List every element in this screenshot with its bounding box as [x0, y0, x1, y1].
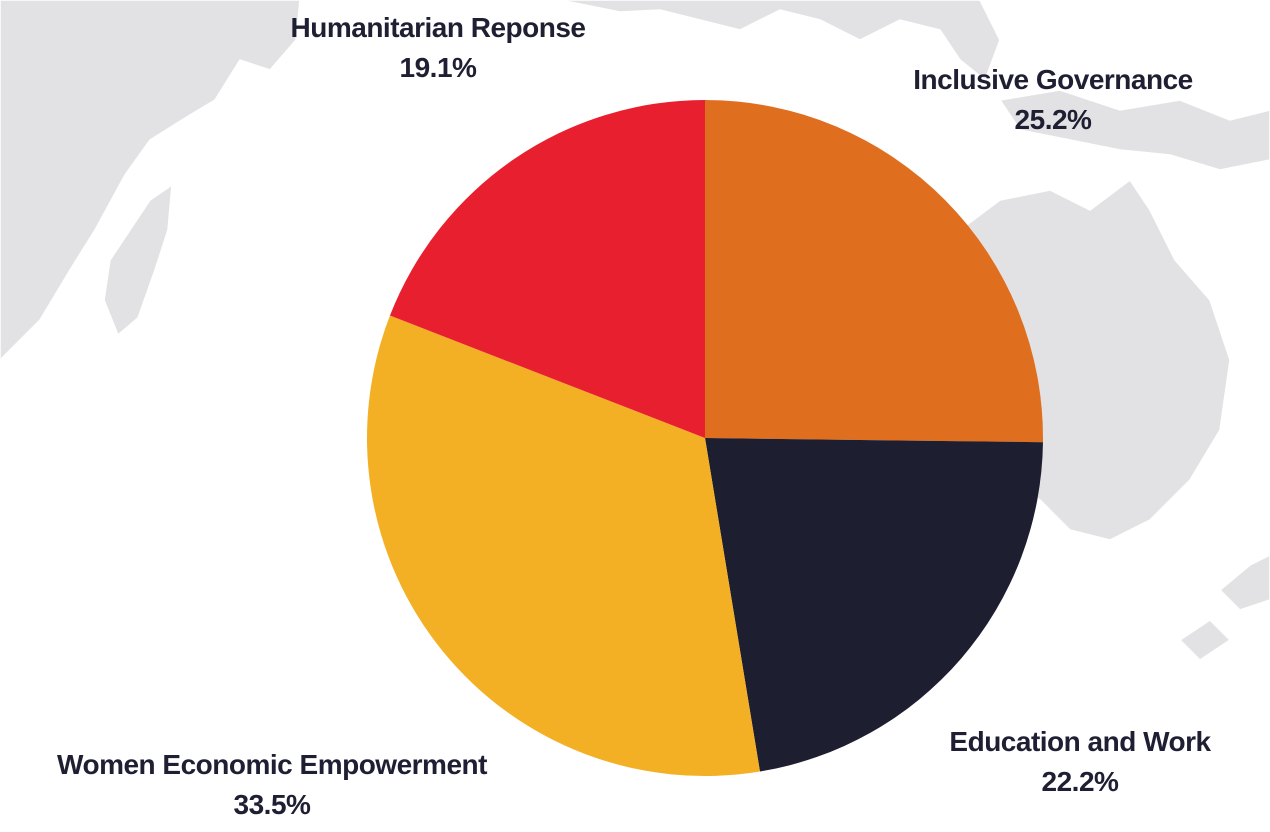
slice-label-inclusive-governance: Inclusive Governance 25.2%	[913, 60, 1193, 140]
slice-label-education-and-work: Education and Work 22.2%	[949, 722, 1211, 802]
map-landmass-africa	[0, 0, 301, 362]
slice-percent: 25.2%	[1014, 104, 1092, 135]
slice-percent: 19.1%	[399, 52, 477, 83]
map-landmass-newzealand	[1218, 554, 1270, 611]
map-landmass-asia	[559, 0, 1001, 82]
slice-label-women-economic-empowerment: Women Economic Empowerment 33.5%	[57, 745, 487, 825]
map-landmass-madagascar	[103, 183, 173, 337]
pie-slice-humanitarian-reponse	[389, 100, 705, 438]
map-landmass-islands	[998, 89, 1270, 171]
pie-slice-inclusive-governance	[705, 100, 1043, 443]
pie-slice-women-economic-empowerment	[366, 315, 760, 776]
slice-name: Education and Work	[949, 726, 1211, 757]
slice-name: Humanitarian Reponse	[290, 12, 586, 43]
slice-name: Women Economic Empowerment	[57, 749, 487, 780]
slice-label-humanitarian-reponse: Humanitarian Reponse 19.1%	[291, 8, 586, 88]
slice-percent: 33.5%	[233, 789, 311, 820]
slice-name: Inclusive Governance	[913, 64, 1193, 95]
pie-slice-education-and-work	[705, 438, 1043, 772]
slice-percent: 22.2%	[1041, 766, 1119, 797]
